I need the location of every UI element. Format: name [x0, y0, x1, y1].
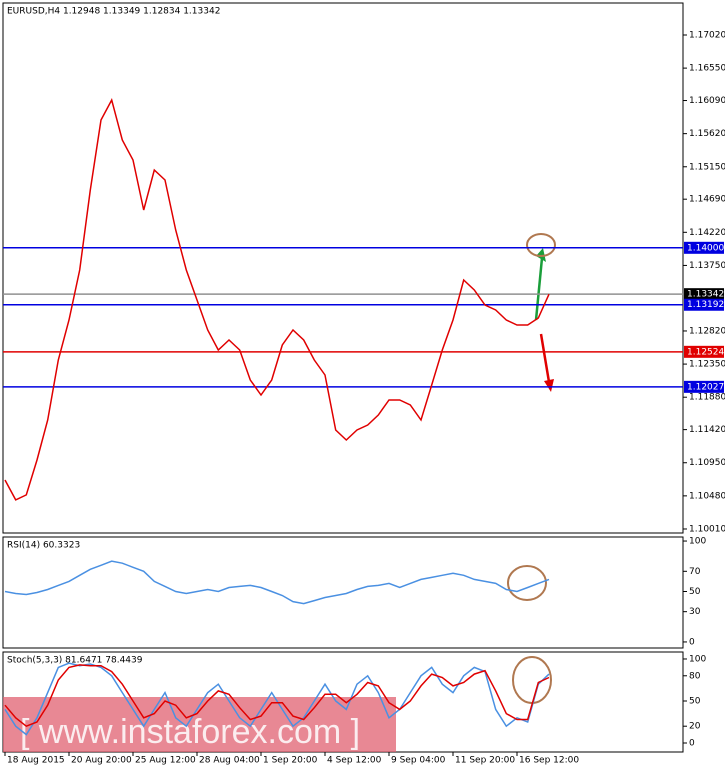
y-tick-label: 1.10480 [689, 491, 725, 501]
x-tick-label: 9 Sep 04:00 [391, 756, 446, 766]
panel-title: Stoch(5,3,3) 81.6471 78.4439 [7, 656, 143, 666]
y-tick-label: 80 [689, 671, 701, 681]
y-tick-label: 1.10950 [689, 458, 725, 468]
level-tag [684, 380, 724, 393]
y-tick-label: 30 [689, 607, 701, 617]
watermark: [ www.instaforex.com ] [20, 713, 360, 751]
y-tick-label: 1.15620 [689, 129, 725, 139]
panel-title: RSI(14) 60.3323 [7, 541, 80, 551]
x-tick-label: 1 Sep 20:00 [263, 756, 318, 766]
level-label: 1.13342 [687, 290, 724, 300]
y-tick-label: 1.11420 [689, 425, 725, 435]
level-tag [684, 288, 724, 301]
y-tick-label: 20 [689, 722, 701, 732]
x-tick-label: 25 Aug 12:00 [135, 756, 196, 766]
down-arrow-head [544, 379, 554, 392]
level-label: 1.13192 [687, 300, 724, 310]
up-arrow [534, 257, 544, 321]
series-line [4, 664, 550, 728]
y-tick-label: 1.16090 [689, 96, 725, 106]
y-tick-label: 1.17020 [689, 30, 725, 40]
level-label: 1.14000 [687, 243, 724, 253]
x-tick-label: 18 Aug 2015 [7, 756, 65, 766]
y-tick-label: 1.10010 [689, 524, 725, 534]
y-tick-label: 50 [689, 696, 701, 706]
x-tick-label: 11 Sep 20:00 [455, 756, 515, 766]
y-tick-label: 1.15150 [689, 162, 725, 172]
y-tick-label: 1.11880 [689, 393, 725, 403]
y-tick-label: 50 [689, 587, 701, 597]
y-tick-label: 1.14690 [689, 195, 725, 205]
level-tag [684, 241, 724, 254]
level-label: 1.12027 [687, 382, 724, 392]
x-tick-label: 4 Sep 12:00 [327, 756, 382, 766]
circle [526, 233, 556, 257]
y-tick-label: 1.13750 [689, 261, 725, 271]
level-label: 1.12524 [687, 347, 724, 357]
y-tick-label: 1.12820 [689, 326, 725, 336]
level-tag [684, 298, 724, 311]
price-panel [2, 2, 684, 534]
y-tick-label: 70 [689, 567, 701, 577]
down-arrow [539, 333, 551, 383]
panel-title: EURUSD,H4 1.12948 1.13349 1.12834 1.1334… [7, 7, 220, 17]
y-tick-label: 0 [689, 739, 695, 749]
y-tick-label: 1.12350 [689, 360, 725, 370]
x-tick-label: 20 Aug 20:00 [71, 756, 132, 766]
circle [507, 565, 547, 601]
y-tick-label: 0 [689, 637, 695, 647]
y-tick-label: 1.14220 [689, 228, 725, 238]
y-tick-label: 1.16550 [689, 64, 725, 74]
x-tick-label: 16 Sep 12:00 [519, 756, 579, 766]
y-tick-label: 100 [689, 654, 706, 664]
x-tick-label: 28 Aug 04:00 [199, 756, 260, 766]
rsi-panel [2, 536, 684, 649]
series-line [4, 97, 550, 501]
level-tag [684, 345, 724, 358]
series-line [4, 560, 550, 605]
y-tick-label: 100 [689, 537, 706, 547]
